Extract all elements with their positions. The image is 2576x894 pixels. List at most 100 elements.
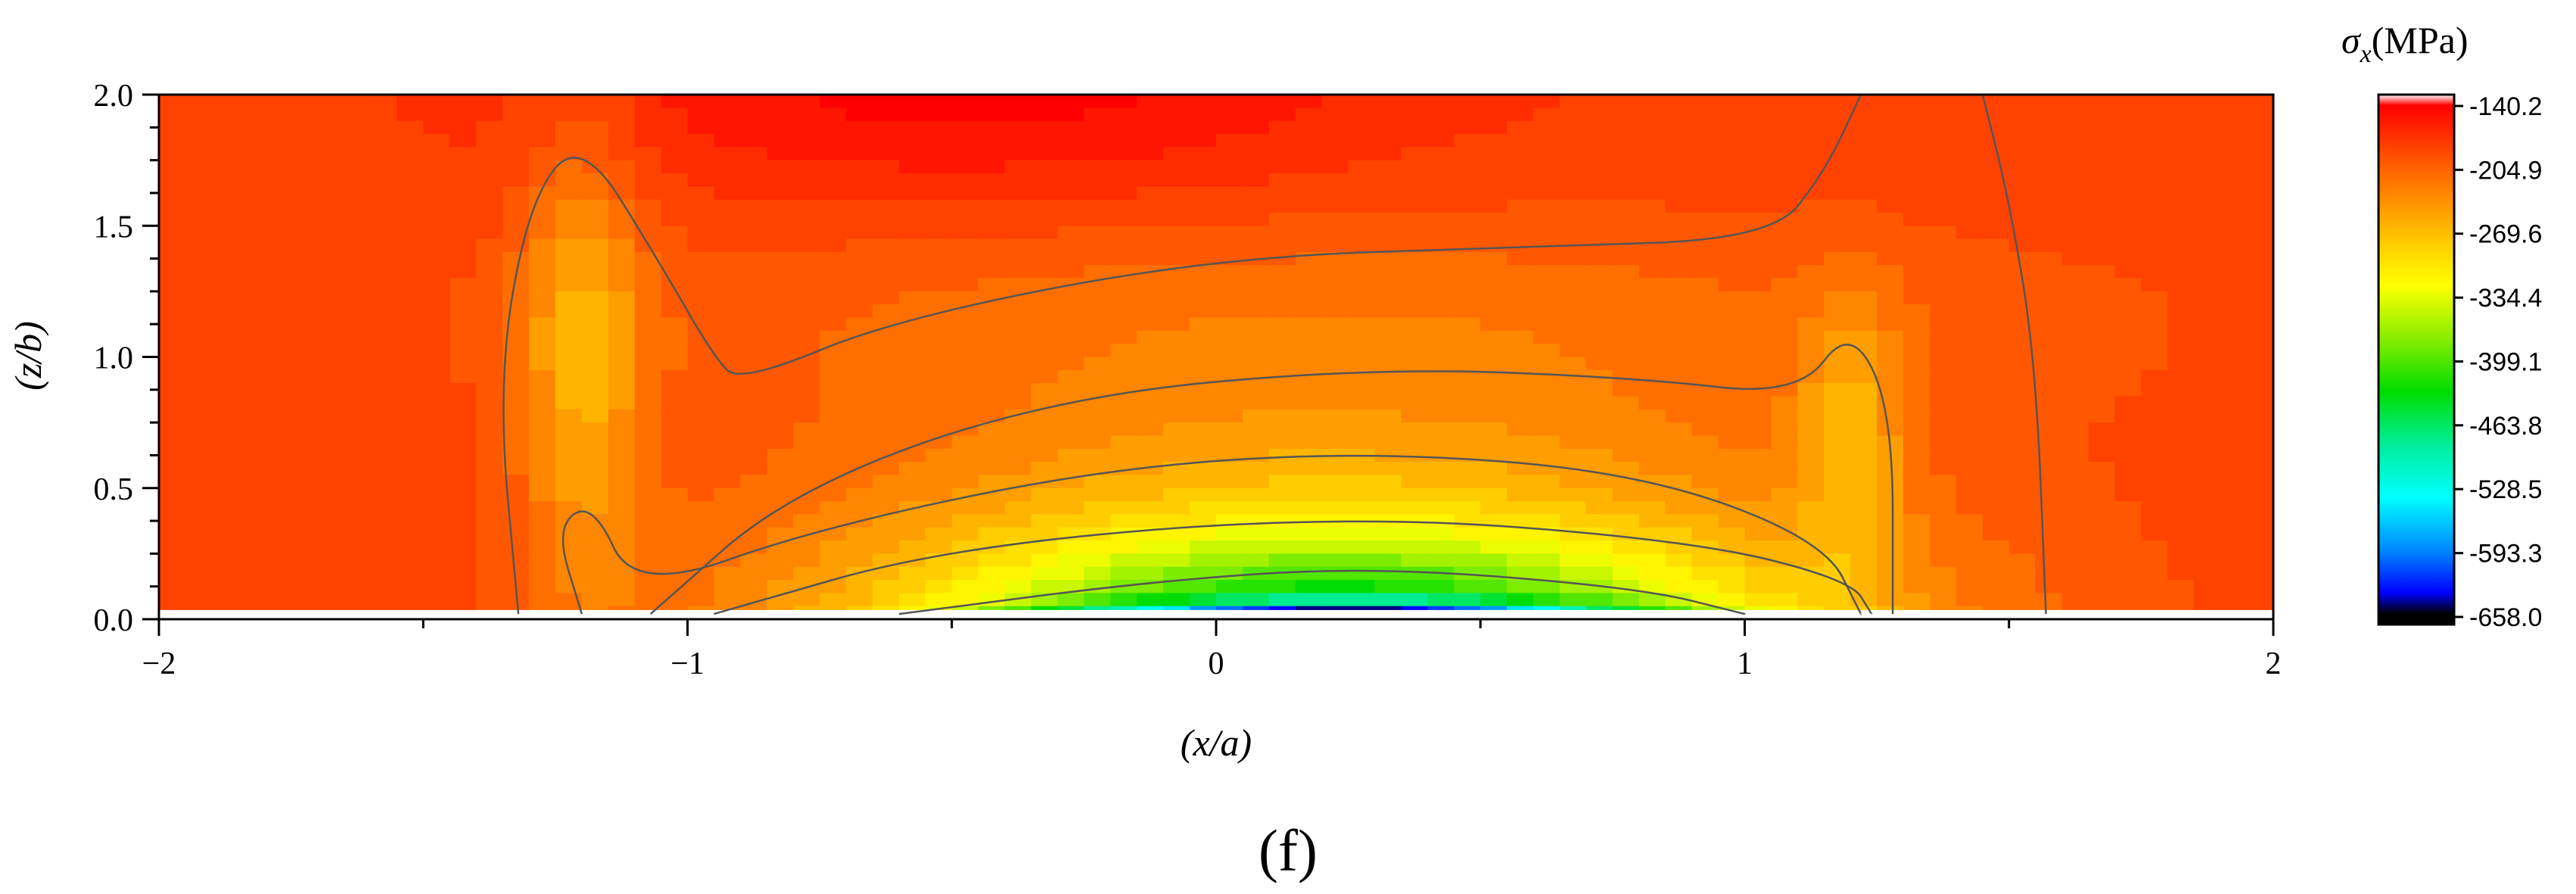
field-cell xyxy=(264,134,292,148)
field-cell xyxy=(1480,580,1508,594)
field-cell xyxy=(1031,212,1059,227)
field-cell xyxy=(793,357,821,371)
field-cell xyxy=(2061,186,2089,201)
field-cell xyxy=(264,357,292,371)
field-cell xyxy=(925,278,953,292)
field-cell xyxy=(1718,120,1746,135)
field-cell xyxy=(1691,514,1719,528)
field-cell xyxy=(502,291,530,306)
field-cell xyxy=(502,514,530,528)
field-cell xyxy=(1877,147,1904,161)
field-cell xyxy=(898,120,926,135)
field-cell xyxy=(555,238,583,253)
field-cell xyxy=(608,422,636,437)
field-cell xyxy=(846,553,873,568)
field-cell xyxy=(1216,487,1243,503)
field-cell xyxy=(291,134,319,148)
field-cell xyxy=(238,462,266,476)
field-cell xyxy=(1930,212,1957,227)
field-cell xyxy=(317,593,345,607)
field-cell xyxy=(555,186,583,201)
field-cell xyxy=(1665,304,1693,319)
field-cell xyxy=(1454,226,1482,240)
field-cell xyxy=(1004,304,1032,319)
field-cell xyxy=(1295,344,1323,358)
field-cell xyxy=(185,553,213,568)
field-cell xyxy=(1903,369,1930,385)
field-cell xyxy=(767,278,795,292)
field-cell xyxy=(951,134,979,148)
field-cell xyxy=(2114,265,2142,279)
field-cell xyxy=(1057,95,1085,109)
field-cell xyxy=(1797,344,1825,358)
field-cell xyxy=(1507,317,1535,332)
field-cell xyxy=(1691,95,1719,109)
field-cell xyxy=(1771,435,1799,450)
field-cell xyxy=(714,134,742,148)
field-cell xyxy=(1955,357,1983,371)
field-cell xyxy=(1612,186,1640,201)
field-cell xyxy=(873,435,900,450)
field-cell xyxy=(291,501,319,516)
field-cell xyxy=(502,422,530,437)
field-cell xyxy=(1771,540,1799,555)
field-cell xyxy=(846,251,873,266)
field-cell xyxy=(211,357,239,371)
field-cell xyxy=(740,107,768,122)
field-cell xyxy=(370,357,398,371)
field-cell xyxy=(978,527,1006,541)
field-cell xyxy=(1982,501,2010,516)
field-cell xyxy=(1242,580,1270,594)
field-cell xyxy=(1533,369,1560,385)
field-cell xyxy=(2247,514,2273,528)
field-cell xyxy=(1031,238,1059,253)
field-cell xyxy=(2194,330,2222,345)
field-cell xyxy=(1084,95,1112,109)
field-cell xyxy=(1718,527,1746,541)
field-cell xyxy=(1744,95,1772,109)
field-cell xyxy=(2220,278,2248,292)
field-cell xyxy=(1427,304,1455,319)
field-cell xyxy=(1744,330,1772,345)
field-cell xyxy=(951,199,979,213)
field-cell xyxy=(397,251,425,266)
field-cell xyxy=(502,134,530,148)
field-cell xyxy=(1295,383,1323,397)
field-cell xyxy=(1638,251,1666,266)
field-cell xyxy=(1718,357,1746,371)
field-cell xyxy=(1797,265,1825,279)
field-cell xyxy=(1084,435,1112,450)
field-cell xyxy=(317,120,345,135)
field-cell xyxy=(1665,134,1693,148)
field-cell xyxy=(1718,409,1746,424)
field-cell xyxy=(2220,514,2248,528)
field-cell xyxy=(1216,95,1243,109)
field-cell xyxy=(608,199,636,213)
field-cell xyxy=(370,173,398,188)
field-cell xyxy=(159,173,186,188)
field-cell xyxy=(1242,95,1270,109)
field-cell xyxy=(1031,265,1059,279)
field-cell xyxy=(1533,173,1560,188)
field-cell xyxy=(873,527,900,541)
field-cell xyxy=(1718,553,1746,568)
field-cell xyxy=(661,160,689,174)
field-cell xyxy=(2088,304,2116,319)
field-cell xyxy=(1242,527,1270,541)
field-cell xyxy=(793,304,821,319)
field-cell xyxy=(1242,396,1270,410)
field-cell xyxy=(370,540,398,555)
field-cell xyxy=(2194,199,2222,213)
field-cell xyxy=(2035,199,2063,213)
field-cell xyxy=(873,357,900,371)
field-cell xyxy=(1718,369,1746,385)
field-cell xyxy=(687,238,715,253)
field-cell xyxy=(1585,409,1613,424)
field-cell xyxy=(1348,120,1376,135)
field-cell xyxy=(1533,501,1560,516)
field-cell xyxy=(820,475,847,489)
field-cell xyxy=(1612,265,1640,279)
field-cell xyxy=(264,540,292,555)
field-cell xyxy=(291,593,319,607)
field-cell xyxy=(528,487,556,503)
